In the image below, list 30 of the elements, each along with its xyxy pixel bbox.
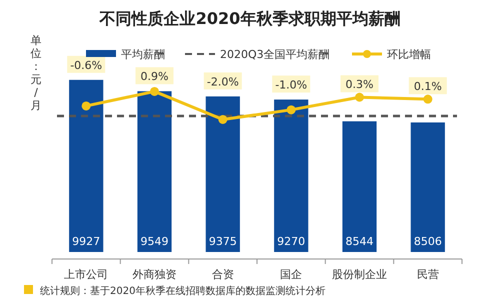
legend-label: 环比增幅 <box>387 48 431 61</box>
data-label: 0.9% <box>140 70 168 84</box>
chart-title: 不同性质企业2020年秋季求职期平均薪酬 <box>98 9 400 28</box>
data-label: 0.1% <box>414 80 442 94</box>
point <box>286 105 296 114</box>
x-tick-label: 国企 <box>280 268 302 281</box>
data-label: 9270 <box>277 235 306 248</box>
point <box>82 101 91 110</box>
data-label: 9375 <box>208 235 237 248</box>
x-tick-label: 上市公司 <box>64 268 108 281</box>
data-label: 9549 <box>140 235 168 248</box>
y-axis-title: 单位：元/月 <box>30 34 42 112</box>
point <box>150 86 159 96</box>
data-label: 0.3% <box>346 78 374 92</box>
x-tick-label: 合资 <box>212 268 234 281</box>
data-label: 8506 <box>414 235 442 248</box>
data-label: -0.6% <box>70 58 102 72</box>
point <box>423 94 432 104</box>
text: 统计规则：基于2020年秋季在线招聘数据库的数据监测统计分析 <box>40 285 326 297</box>
data-label: 8544 <box>346 235 374 248</box>
x-tick-label: 民营 <box>416 268 439 281</box>
x-tick-label: 股份制企业 <box>332 268 387 281</box>
legend-label: 平均薪酬 <box>121 48 165 61</box>
point <box>355 92 364 102</box>
legend-label: 2020Q3全国平均薪酬 <box>220 48 330 61</box>
data-label: 9927 <box>72 235 100 248</box>
data-label: -1.0% <box>275 78 308 92</box>
data-label: -2.0% <box>206 75 239 88</box>
x-tick-label: 外商独资 <box>132 268 176 281</box>
point <box>218 114 228 124</box>
